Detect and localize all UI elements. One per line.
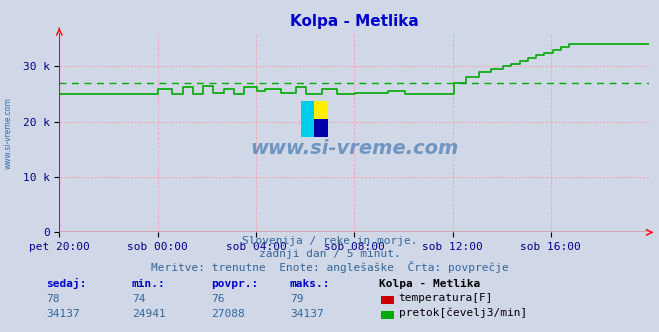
Text: 78: 78	[46, 294, 59, 304]
Text: zadnji dan / 5 minut.: zadnji dan / 5 minut.	[258, 249, 401, 259]
Text: 24941: 24941	[132, 309, 165, 319]
Text: 34137: 34137	[290, 309, 324, 319]
Text: sedaj:: sedaj:	[46, 278, 86, 289]
Bar	[301, 101, 328, 137]
Text: www.si-vreme.com: www.si-vreme.com	[4, 97, 13, 169]
Text: 76: 76	[211, 294, 224, 304]
Text: Slovenija / reke in morje.: Slovenija / reke in morje.	[242, 236, 417, 246]
Bar	[314, 119, 328, 137]
Text: 79: 79	[290, 294, 303, 304]
Text: 27088: 27088	[211, 309, 244, 319]
Text: 74: 74	[132, 294, 145, 304]
Text: Meritve: trenutne  Enote: anglešaške  Črta: povprečje: Meritve: trenutne Enote: anglešaške Črta…	[151, 261, 508, 273]
Title: Kolpa - Metlika: Kolpa - Metlika	[290, 14, 418, 29]
Text: 34137: 34137	[46, 309, 80, 319]
Text: maks.:: maks.:	[290, 279, 330, 289]
Text: pretok[čevelj3/min]: pretok[čevelj3/min]	[399, 307, 527, 318]
Text: temperatura[F]: temperatura[F]	[399, 293, 493, 303]
Bar	[301, 101, 314, 137]
Text: Kolpa - Metlika: Kolpa - Metlika	[379, 279, 480, 289]
Text: www.si-vreme.com: www.si-vreme.com	[250, 139, 459, 158]
Text: povpr.:: povpr.:	[211, 279, 258, 289]
Text: min.:: min.:	[132, 279, 165, 289]
